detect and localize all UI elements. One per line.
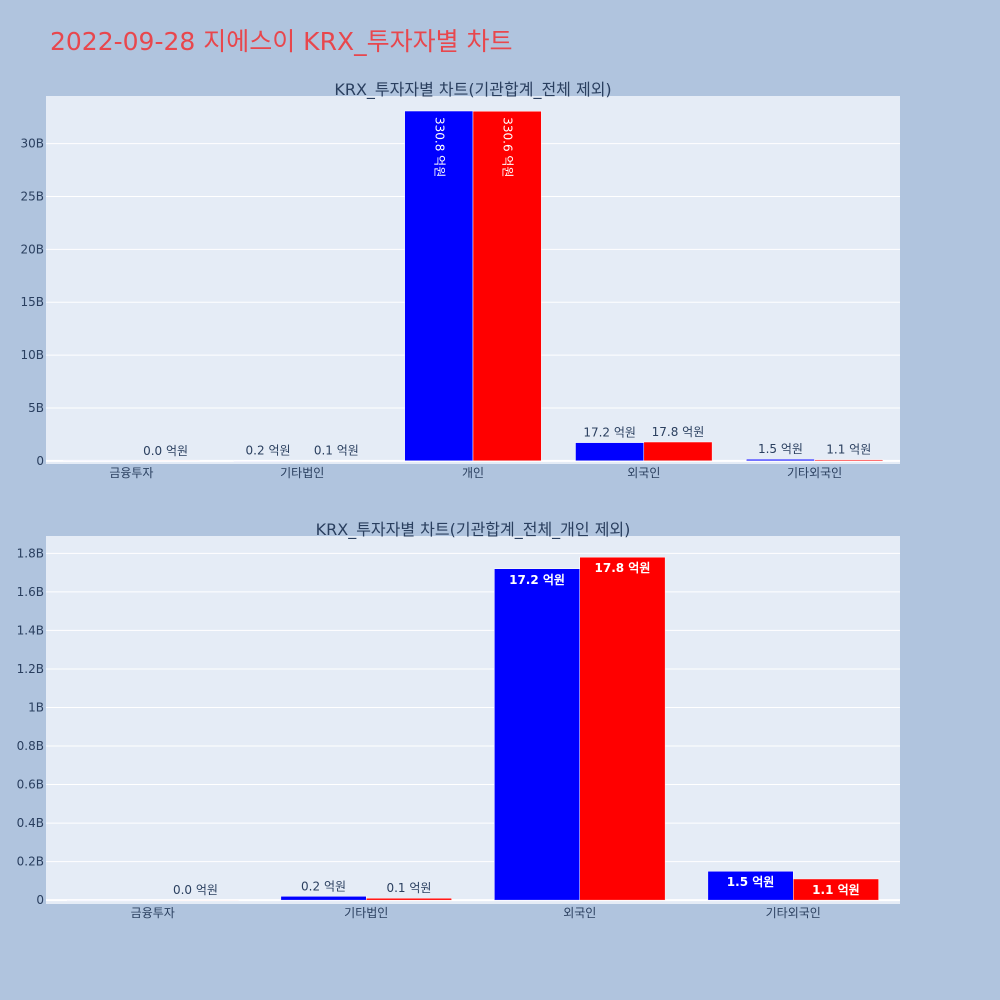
chart-title: KRX_투자자별 차트(기관합계_전체_개인 제외) [316,520,631,540]
bar [814,459,884,462]
x-tick-label: 개인 [462,466,484,480]
y-tick-label: 0.6B [17,778,44,792]
bar [280,896,367,901]
bar [643,441,713,462]
plot-area [46,536,900,904]
bar-label: 17.8 억원 [652,425,705,439]
chart-1: KRX_투자자별 차트(기관합계_전체 제외) 0 5B 10B 15B 20B 25B 30… [20,80,900,480]
y-tick-label: 0.2B [17,855,44,869]
bar-label: 0.1 억원 [386,881,431,895]
chart-title: KRX_투자자별 차트(기관합계_전체 제외) [334,80,611,100]
x-tick-label: 금융투자 [131,906,175,920]
bar-label: 17.2 억원 [583,426,636,440]
bar [301,460,371,462]
bar-label: 0.0 억원 [173,883,218,897]
bar-label: 0.2 억원 [301,879,346,893]
y-tick-label: 0.8B [17,739,44,753]
bar-label: 0.2 억원 [246,444,291,458]
x-tick-label: 외국인 [627,466,660,480]
bar-label: 330.6 억원 [501,117,515,177]
bar-label: 0.0 억원 [143,444,188,458]
x-tick-label: 기타법인 [344,906,388,920]
bar [366,897,452,901]
x-tick-label: 기타외국인 [787,466,842,480]
bar [793,878,879,901]
bar-label: 1.1 억원 [812,883,860,897]
bar [67,899,153,901]
bar [404,110,474,462]
bar-label: 330.8 억원 [432,117,446,177]
bar [579,556,666,901]
bar [472,110,542,462]
bar-label: 1.5 억원 [727,875,775,889]
y-tick-label: 5B [28,401,44,415]
bar [152,899,239,901]
bar-label: 0.1 억원 [314,444,359,458]
bar [707,870,794,901]
bar [494,568,581,901]
y-tick-label: 1.2B [17,662,44,676]
y-tick-label: 0 [36,454,44,468]
page-title: 2022-09-28 지에스이 KRX_투자자별 차트 [50,27,513,56]
bar-label: 1.5 억원 [758,442,803,456]
x-tick-label: 기타법인 [280,466,324,480]
y-tick-label: 1.4B [17,623,44,637]
y-tick-label: 15B [20,295,44,309]
x-tick-label: 외국인 [563,906,596,920]
y-tick-label: 1.8B [17,546,44,560]
bar-label: 17.8 억원 [595,561,651,575]
x-tick-label: 기타외국인 [766,906,821,920]
y-tick-label: 20B [20,242,44,256]
y-tick-label: 30B [20,137,44,151]
y-tick-label: 0 [36,893,44,907]
y-tick-label: 10B [20,348,44,362]
y-tick-label: 1B [28,700,44,714]
y-tick-label: 0.4B [17,816,44,830]
x-tick-label: 금융투자 [109,466,153,480]
bar [131,460,200,462]
y-tick-label: 25B [20,189,44,203]
bar-label: 1.1 억원 [826,443,871,457]
bar-label: 17.2 억원 [509,573,565,587]
y-tick-label: 1.6B [17,585,44,599]
